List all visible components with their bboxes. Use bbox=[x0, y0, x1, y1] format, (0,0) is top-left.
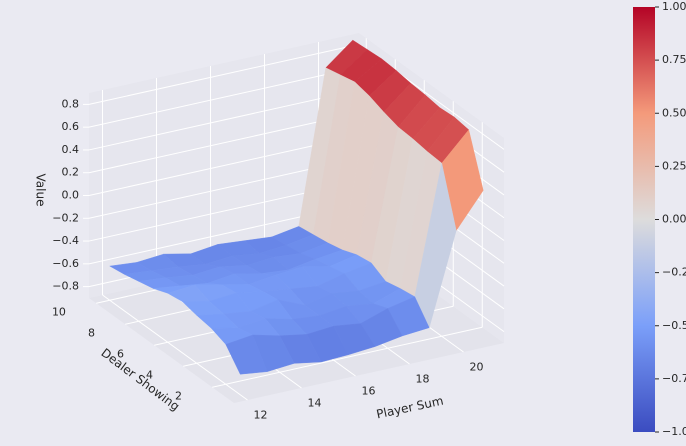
y-tick-label: 8 bbox=[88, 327, 95, 340]
z-tick-label: −0.4 bbox=[52, 234, 79, 247]
z-tick-label: −0.6 bbox=[52, 257, 79, 270]
colorbar-tick-label: 0.50 bbox=[662, 106, 686, 119]
colorbar-tick-label: 1.00 bbox=[662, 0, 686, 13]
z-tick-label: 0.6 bbox=[62, 120, 80, 133]
z-tick-label: −0.2 bbox=[52, 211, 79, 224]
colorbar-tick-label: 0.75 bbox=[662, 53, 686, 66]
z-tick-label: 0.0 bbox=[62, 189, 80, 202]
y-tick-label: 10 bbox=[52, 306, 66, 319]
z-tick-label: 0.4 bbox=[62, 143, 80, 156]
x-tick-label: 20 bbox=[470, 360, 484, 373]
grid-line bbox=[212, 326, 483, 388]
grid-line bbox=[88, 112, 360, 174]
colorbar-tick-label: 0.00 bbox=[662, 213, 686, 226]
colorbar-tick-label: −0.75 bbox=[662, 372, 686, 385]
z-axis-label: Value bbox=[34, 174, 48, 207]
colorbar-tick-label: −0.50 bbox=[662, 319, 686, 332]
x-tick-label: 16 bbox=[362, 384, 376, 397]
y-tick-label: 4 bbox=[146, 369, 153, 382]
x-tick-label: 14 bbox=[308, 396, 322, 409]
x-tick-label: 18 bbox=[416, 372, 430, 385]
z-tick-label: −0.8 bbox=[52, 280, 79, 293]
colorbar bbox=[633, 7, 655, 432]
grid-line bbox=[88, 89, 360, 151]
colorbar-tick-label: −0.25 bbox=[662, 266, 686, 279]
z-tick-label: 0.2 bbox=[62, 166, 80, 179]
grid-line bbox=[102, 294, 248, 401]
colorbar-tick-label: 0.25 bbox=[662, 159, 686, 172]
y-tick-label: 6 bbox=[117, 348, 124, 361]
y-tick-label: 2 bbox=[175, 390, 182, 403]
grid-line bbox=[88, 43, 360, 105]
grid-line bbox=[88, 66, 360, 128]
colorbar-tick-label: −1.00 bbox=[662, 425, 686, 438]
z-tick-label: 0.8 bbox=[62, 97, 80, 110]
x-tick-label: 12 bbox=[254, 408, 268, 421]
surface-face bbox=[225, 334, 268, 375]
